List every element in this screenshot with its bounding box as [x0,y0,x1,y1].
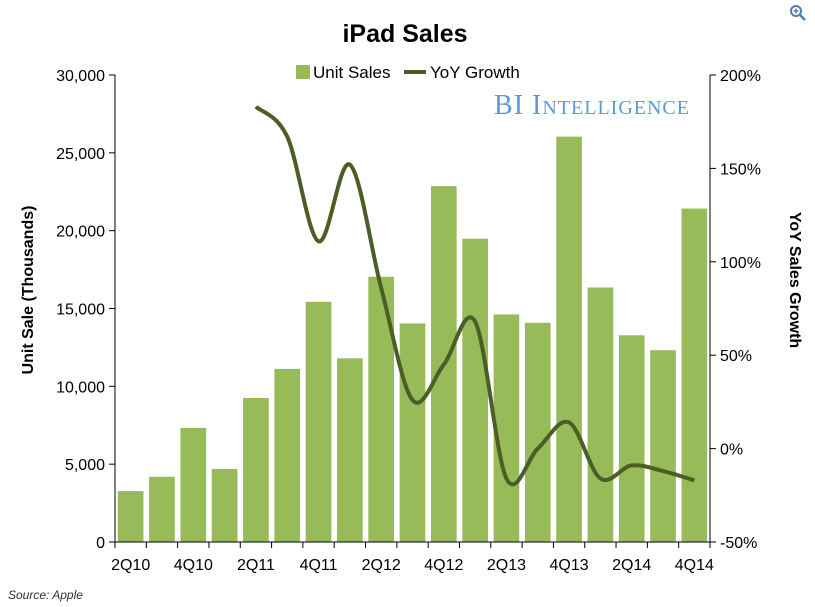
bar-2Q11 [243,398,269,542]
bar-3Q13 [524,322,551,542]
x-tick-label-4Q12: 4Q12 [424,557,463,574]
x-tick-label-2Q11: 2Q11 [237,557,275,574]
bar-3Q11 [274,368,301,542]
x-tick-label-4Q11: 4Q11 [300,557,338,574]
y-tick-label-left: 20,000 [56,224,105,241]
legend-label-yoy-growth: YoY Growth [430,63,520,82]
x-tick-label-4Q10: 4Q10 [174,557,213,574]
bar-1Q13 [462,238,488,542]
y-tick-label-left: 5,000 [65,457,105,474]
y-tick-label-right: -50% [720,535,757,552]
y-tick-label-right: 0% [720,442,743,459]
legend-bar-swatch [296,65,310,79]
y-tick-label-left: 25,000 [56,146,105,163]
y-tick-label-left: 15,000 [56,302,105,319]
bar-1Q12 [337,358,363,542]
bar-2Q10 [117,491,144,542]
x-tick-label-2Q14: 2Q14 [612,557,651,574]
bar-2Q14 [618,335,645,542]
bar-1Q14 [587,287,614,542]
y-tick-label-left: 0 [96,535,105,552]
bar-2Q13 [493,314,520,542]
bar-3Q14 [650,350,676,542]
x-tick-label-2Q10: 2Q10 [111,557,150,574]
legend-label-unit-sales: Unit Sales [313,63,390,82]
bar-1Q11 [211,468,238,542]
line-series [254,105,695,487]
bar-series [117,136,708,543]
y-axis-left-label: Unit Sale (Thousands) [20,206,37,375]
y-tick-label-right: 200% [720,68,761,85]
axes: 0 5,000 10,000 15,000 20,000 25,000 30,000 -50%… [56,68,761,574]
bar-4Q13 [556,136,582,543]
bar-4Q10 [180,427,207,542]
y-axis-right-label: YoY Sales Growth [786,212,803,348]
y-tick-label-right: 50% [720,348,752,365]
y-tick-label-right: 100% [720,255,761,272]
y-tick-label-left: 10,000 [56,379,105,396]
y-tick-label-left: 30,000 [56,68,105,85]
watermark: BI Intelligence [494,90,690,121]
bar-3Q12 [399,323,426,542]
bar-4Q11 [305,301,332,542]
x-tick-label-4Q14: 4Q14 [675,557,714,574]
yoy-growth-line [254,105,695,487]
y-tick-label-right: 150% [720,161,761,178]
bar-4Q14 [681,208,708,542]
source-note: Source: Apple [8,588,83,602]
x-tick-label-4Q13: 4Q13 [550,557,589,574]
x-tick-label-2Q12: 2Q12 [362,557,401,574]
legend: Unit Sales YoY Growth [296,63,520,82]
x-tick-label-2Q13: 2Q13 [487,557,526,574]
bar-3Q10 [149,476,175,542]
chart-title: iPad Sales [342,20,467,48]
zoom-in-icon[interactable] [789,4,807,22]
